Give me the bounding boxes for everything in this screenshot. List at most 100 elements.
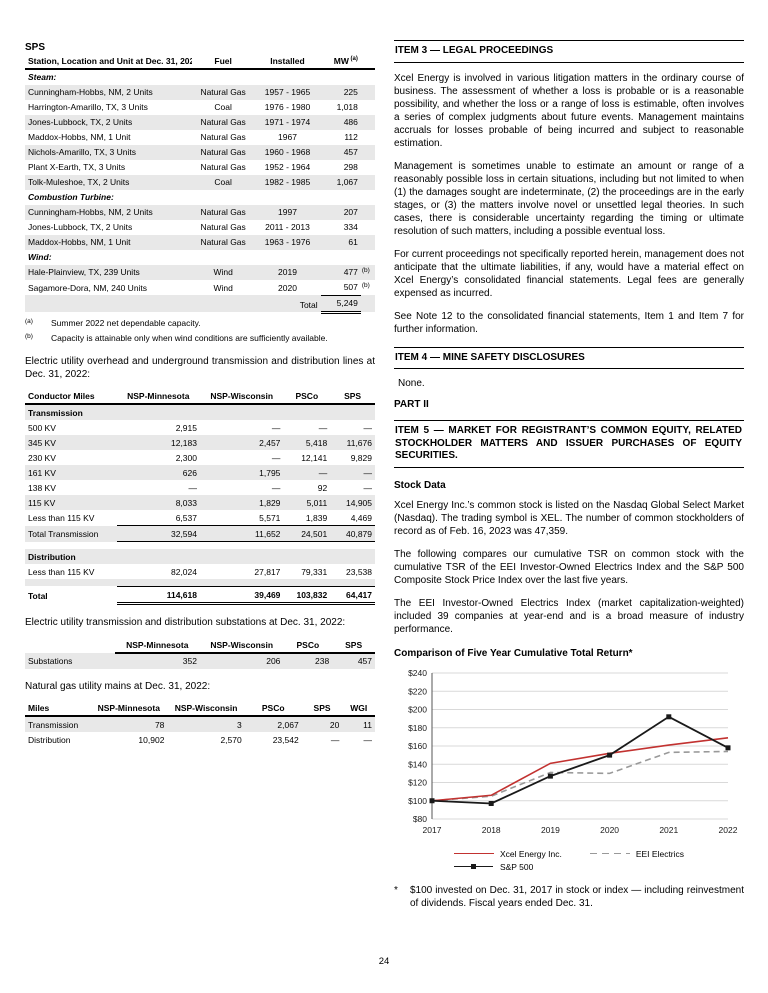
installed-cell: 1976 - 1980 <box>264 102 311 112</box>
tsr-chart-legend: Xcel Energy Inc. EEI Electrics S&P 500 <box>453 849 684 872</box>
row-label: Total <box>28 591 48 601</box>
dashed-line-swatch <box>589 852 630 855</box>
footnote-text: Capacity is attainable only when wind co… <box>51 332 328 343</box>
item3-paragraph: See Note 12 to the consolidated financia… <box>394 310 744 335</box>
line-swatch <box>475 866 493 867</box>
value-cell: 32,594 <box>116 525 200 542</box>
value-cell: 27,817 <box>254 566 281 577</box>
station-cell: Hale-Plainview, TX, 239 Units <box>28 267 140 277</box>
table-row <box>25 542 375 550</box>
right-column: ITEM 3 — LEGAL PROCEEDINGS Xcel Energy i… <box>394 40 744 910</box>
fuel-cell: Natural Gas <box>200 147 246 157</box>
table-row: 345 KV 12,183 2,457 5,418 11,676 <box>25 435 375 450</box>
station-cell: Jones-Lubbock, TX, 2 Units <box>28 117 133 127</box>
value-cell: 23,538 <box>346 566 372 577</box>
value-cell: — <box>188 482 197 493</box>
value-cell: 2,067 <box>277 719 299 730</box>
value-cell: 238 <box>315 656 330 666</box>
y-axis-tick-label: $80 <box>413 814 427 824</box>
footnote-ref <box>361 85 375 100</box>
item5-heading: ITEM 5 — MARKET FOR REGISTRANT’S COMMON … <box>394 420 744 468</box>
fuel-cell: Natural Gas <box>200 222 246 232</box>
value-cell: 2,915 <box>175 422 197 433</box>
fuel-cell: Wind <box>213 282 233 293</box>
table-row: 230 KV 2,300 — 12,141 9,829 <box>25 450 375 465</box>
footnote-ref <box>361 100 375 115</box>
stock-data-paragraph: The EEI Investor-Owned Electrics Index (… <box>394 597 744 635</box>
table-row: Less than 115 KV 82,024 27,817 79,331 23,538 <box>25 564 375 579</box>
legend-item: Xcel Energy Inc. <box>453 849 562 859</box>
value-cell: 8,033 <box>175 497 197 508</box>
value-cell: — <box>271 452 281 463</box>
column-header: WGI <box>342 700 375 717</box>
value-cell: 2,457 <box>259 437 281 448</box>
mw-cell: 225 <box>343 87 358 97</box>
footnote-ref <box>361 205 375 220</box>
y-axis-tick-label: $100 <box>408 795 427 805</box>
value-cell: 9,829 <box>350 452 372 463</box>
value-cell: 1,839 <box>283 510 331 526</box>
value-cell: 626 <box>182 467 197 478</box>
total-value: 5,249 <box>320 295 361 314</box>
value-cell: 1,795 <box>259 467 281 478</box>
row-label: Substations <box>28 656 73 666</box>
column-header: NSP-Minnesota <box>116 388 200 405</box>
mw-cell: 61 <box>348 237 358 247</box>
legend-swatch <box>589 851 630 857</box>
part2-label: PART II <box>394 399 429 410</box>
column-header: NSP-Wisconsin <box>199 637 284 654</box>
table-row: 161 KV 626 1,795 — — <box>25 465 375 480</box>
footnote-ref: (b) <box>361 267 370 274</box>
y-axis-tick-label: $120 <box>408 777 427 787</box>
value-cell: 352 <box>182 656 197 666</box>
value-cell: — <box>363 734 373 745</box>
footnote-ref <box>361 235 375 250</box>
value-cell: — <box>363 467 373 478</box>
legend-label: S&P 500 <box>499 861 534 872</box>
mw-cell: 1,018 <box>336 102 358 112</box>
table-row: Hale-Plainview, TX, 239 Units Wind 2019 477… <box>25 264 375 280</box>
column-header: SPS <box>332 637 375 654</box>
section-row: Combustion Turbine: <box>25 190 375 205</box>
stock-data-paragraph: The following compares our cumulative TS… <box>394 548 744 586</box>
data-point-marker <box>607 752 613 758</box>
station-cell: Plant X-Earth, TX, 3 Units <box>28 162 126 172</box>
footnote-ref <box>361 175 375 190</box>
series-line <box>431 750 729 802</box>
installed-cell: 1957 - 1965 <box>264 87 311 97</box>
table-row: Substations 352 206 238 457 <box>25 652 375 669</box>
y-axis-tick-label: $140 <box>408 759 427 769</box>
fuel-cell: Coal <box>214 177 232 187</box>
table-row: Distribution <box>25 549 375 564</box>
row-label: Less than 115 KV <box>28 566 95 577</box>
item3-paragraph: Management is sometimes unable to estima… <box>394 160 744 237</box>
legend-swatch <box>453 864 494 870</box>
tsr-line-chart: $80 $100 $120 $140 $160 $180 $200 $220 $240 2017 2… <box>396 665 744 846</box>
column-header: NSP-Wisconsin <box>167 700 245 717</box>
value-cell: 206 <box>266 656 281 666</box>
sps-capacity-section: SPS Station, Location and Unit at Dec. 3… <box>25 42 375 344</box>
column-header: Fuel <box>191 53 255 70</box>
item4-body: None. <box>398 378 425 389</box>
mw-cell: 112 <box>344 132 358 142</box>
column-header: MW (a) <box>320 53 361 70</box>
table-row: Sagamore-Dora, NM, 240 Units Wind 2020 507(… <box>25 279 375 296</box>
row-label: Transmission <box>28 719 79 730</box>
column-header: PSCo <box>283 388 331 405</box>
value-cell: 24,501 <box>283 525 331 542</box>
chart-footnote: * $100 invested on Dec. 31, 2017 in stoc… <box>394 884 744 910</box>
footnote-marker: * <box>394 884 398 896</box>
mw-cell: 486 <box>343 117 358 127</box>
value-cell: 1,829 <box>259 497 281 508</box>
x-axis-tick-label: 2021 <box>659 825 678 835</box>
table-row: Less than 115 KV 6,537 5,571 1,839 4,469 <box>25 510 375 526</box>
value-cell: 40,879 <box>330 525 375 542</box>
table-row: Plant X-Earth, TX, 3 Units Natural Gas 195… <box>25 160 375 175</box>
y-axis-tick-label: $160 <box>408 741 427 751</box>
installed-cell: 2020 <box>278 282 297 293</box>
tsr-chart-title: Comparison of Five Year Cumulative Total… <box>394 647 633 659</box>
fuel-cell: Coal <box>214 102 232 112</box>
item4-heading: ITEM 4 — MINE SAFETY DISCLOSURES <box>394 346 744 369</box>
value-cell: 12,141 <box>301 452 328 463</box>
value-cell: — <box>318 422 328 433</box>
